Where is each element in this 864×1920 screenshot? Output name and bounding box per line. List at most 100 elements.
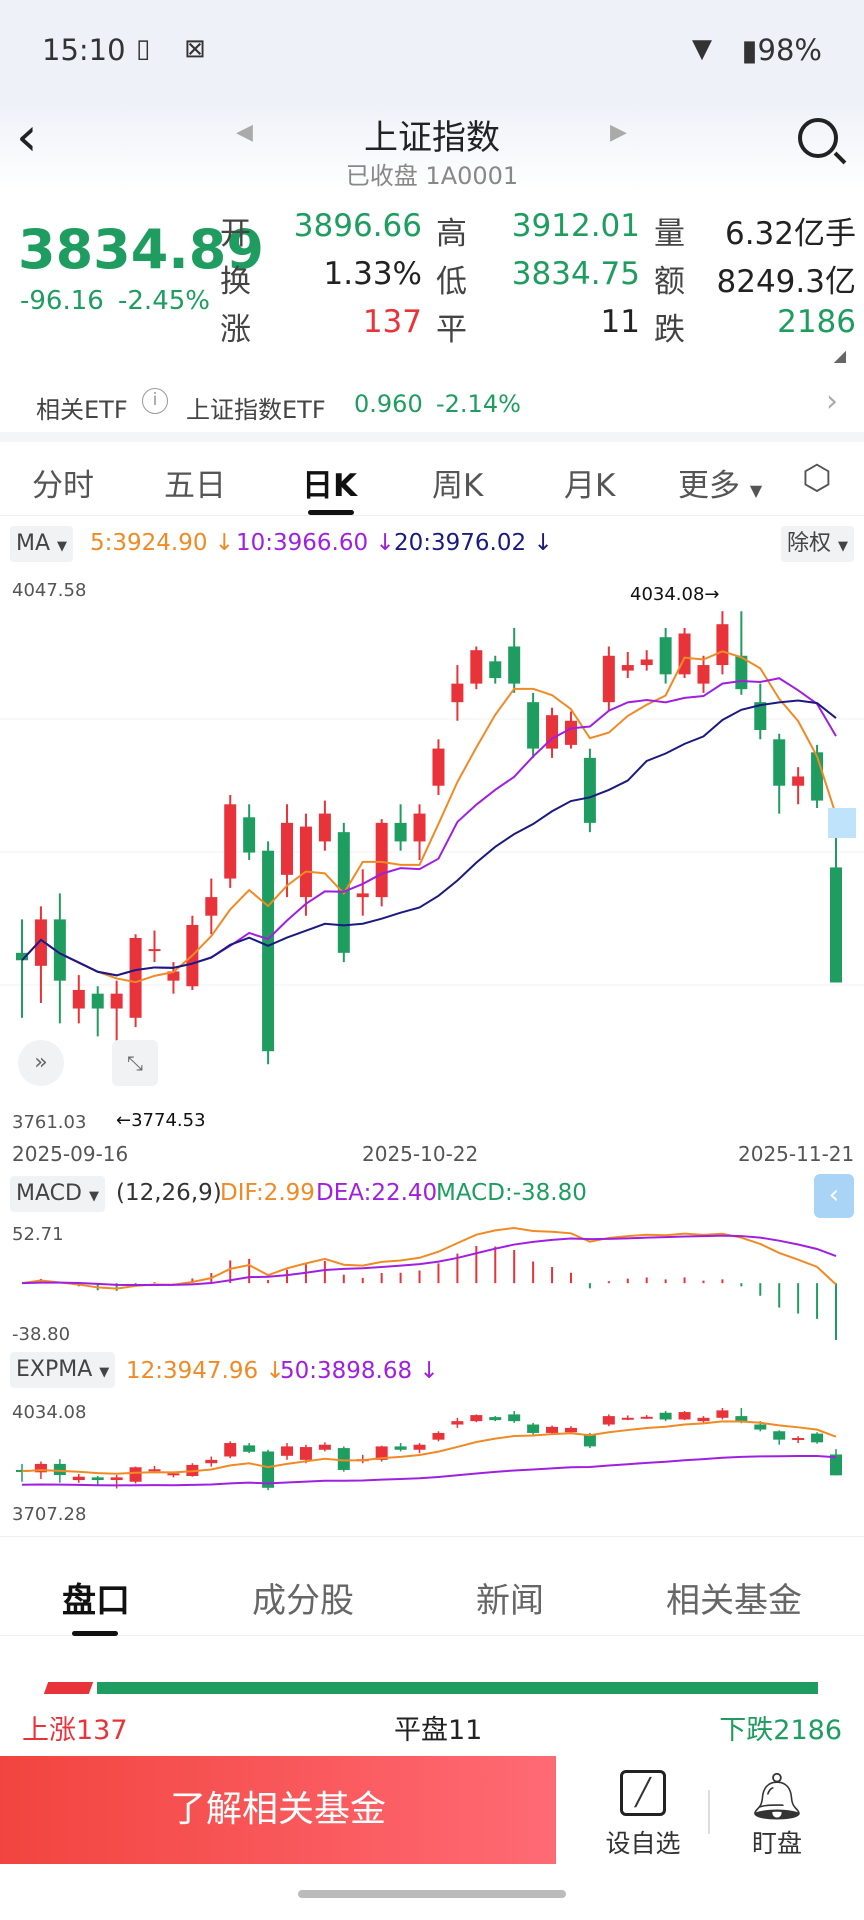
expma-selector-label: EXPMA (16, 1357, 93, 1382)
candle-body (621, 1417, 634, 1420)
divider (0, 432, 864, 442)
candle-body (773, 1431, 786, 1440)
wifi-icon: ▼ (692, 34, 712, 64)
expma50-line (21, 1455, 837, 1487)
candle-body (602, 655, 615, 703)
candle-body (735, 1416, 748, 1423)
tab-order-book[interactable]: 盘口 (62, 1581, 130, 1621)
date-start: 2025-09-16 (12, 1142, 129, 1166)
breadth-flat-label: 平盘11 (394, 1715, 483, 1746)
expma-min-label: 3707.28 (12, 1504, 87, 1525)
candle-body (167, 1473, 180, 1476)
add-watchlist-button[interactable]: ╱ 设自选 (588, 1770, 698, 1860)
settings-icon[interactable]: ⬡ (802, 458, 832, 498)
macd-params: (12,26,9) (116, 1180, 222, 1206)
ma10-line (21, 677, 837, 977)
candle-body (583, 757, 596, 823)
tab-related-funds[interactable]: 相关基金 (666, 1581, 802, 1621)
chevron-right-icon: › (826, 384, 838, 419)
monitor-button[interactable]: 🔔︎ 盯盘 (722, 1770, 832, 1860)
ma5-line (21, 650, 837, 984)
status-bar: 15:10 ▯ ⊠ ▼ ▮98% (0, 0, 864, 100)
date-end: 2025-11-21 (738, 1142, 855, 1166)
tab-constituents[interactable]: 成分股 (252, 1581, 354, 1621)
status-time: 15:10 (42, 33, 126, 67)
expand-icon[interactable]: » (18, 1040, 64, 1086)
page-subtitle: 已收盘 1A0001 (345, 162, 519, 190)
info-tabs: 盘口 成分股 新闻 相关基金 (0, 1536, 864, 1636)
tab-five-day[interactable]: 五日 (164, 468, 226, 504)
candle-body (754, 702, 767, 731)
macd-selector[interactable]: MACD ▼ (10, 1176, 105, 1212)
candle-body (318, 813, 331, 842)
arrow-down-icon: ↓ (526, 530, 553, 556)
candle-body (148, 1469, 161, 1472)
tab-news[interactable]: 新闻 (476, 1581, 544, 1621)
candle-body (583, 1434, 596, 1447)
battery-status: ▮98% (742, 33, 822, 67)
tab-weekly-k[interactable]: 周K (432, 468, 484, 504)
candle-body (432, 748, 445, 786)
ma10-text: 10:3966.60 (236, 530, 369, 556)
price-change: -96.16 (20, 286, 104, 316)
expma-selector[interactable]: EXPMA ▼ (10, 1352, 116, 1388)
tab-intraday[interactable]: 分时 (32, 468, 94, 504)
learn-funds-button[interactable]: 了解相关基金 (0, 1756, 556, 1864)
expand-corner-icon[interactable]: ◢ (833, 346, 846, 365)
candle-body (129, 937, 142, 1018)
ma-selector[interactable]: MA ▼ (10, 526, 74, 562)
ma5-text: 5:3924.90 (90, 530, 208, 556)
candle-body (697, 1417, 710, 1422)
collapse-panel-icon[interactable]: ‹ (814, 1174, 854, 1218)
fullscreen-icon[interactable]: ⤡ (112, 1040, 158, 1086)
add-watchlist-label: 设自选 (605, 1829, 681, 1858)
candle-body (243, 1445, 256, 1452)
candle-body (337, 1448, 350, 1470)
monitor-label: 盯盘 (751, 1829, 802, 1858)
adjust-selector[interactable]: 除权 ▼ (780, 526, 854, 562)
kline-chart[interactable] (0, 570, 864, 1134)
candle-body (489, 1417, 502, 1421)
macd-selector-label: MACD (16, 1181, 82, 1206)
candle-body (697, 665, 710, 684)
price-change-pct: -2.45% (118, 286, 210, 316)
candle-body (470, 1415, 483, 1422)
header: ‹ ◀ ▶ 上证指数 已收盘 1A0001 (0, 100, 864, 192)
candle-body (72, 989, 85, 1009)
candle-body (243, 817, 256, 853)
stat-value: 3912.01 (511, 208, 640, 244)
candle-body (754, 1424, 767, 1430)
candle-body (299, 1447, 312, 1460)
candle-body (546, 1426, 559, 1433)
prev-stock-icon[interactable]: ◀ (236, 120, 253, 145)
search-icon[interactable] (798, 118, 838, 158)
tab-daily-k[interactable]: 日K (302, 468, 358, 504)
info-icon[interactable]: i (142, 388, 168, 414)
candle-body (527, 702, 540, 749)
candle-body (318, 1444, 331, 1450)
etf-row[interactable]: 相关ETF i 上证指数ETF 0.960 -2.14% › (0, 376, 864, 432)
stat-label: 额 (654, 264, 685, 300)
candle-body (640, 659, 653, 666)
candle-body (716, 624, 729, 666)
back-button[interactable]: ‹ (16, 105, 38, 168)
expma50-value: 50:3898.68 ↓ (280, 1358, 439, 1384)
tab-more-label: 更多 (678, 468, 740, 504)
sim-icon: ⊠ (184, 34, 206, 64)
tab-monthly-k[interactable]: 月K (564, 468, 616, 504)
candle-body (470, 650, 483, 684)
candle-body (281, 822, 294, 875)
arrow-down-icon: ↓ (258, 1358, 285, 1384)
caret-down-icon: ▼ (838, 539, 848, 554)
tab-underline (72, 1631, 118, 1636)
caret-down-icon: ▼ (749, 481, 763, 500)
edit-icon: ╱ (620, 1770, 666, 1816)
arrow-down-icon: ↓ (207, 530, 235, 556)
divider (708, 1790, 710, 1834)
stat-label: 跌 (654, 312, 685, 348)
dif-line (21, 1226, 837, 1290)
candle-body (299, 826, 312, 898)
next-stock-icon[interactable]: ▶ (610, 120, 627, 145)
tab-more[interactable]: 更多 ▼ (678, 460, 762, 505)
stat-label: 低 (436, 264, 467, 300)
